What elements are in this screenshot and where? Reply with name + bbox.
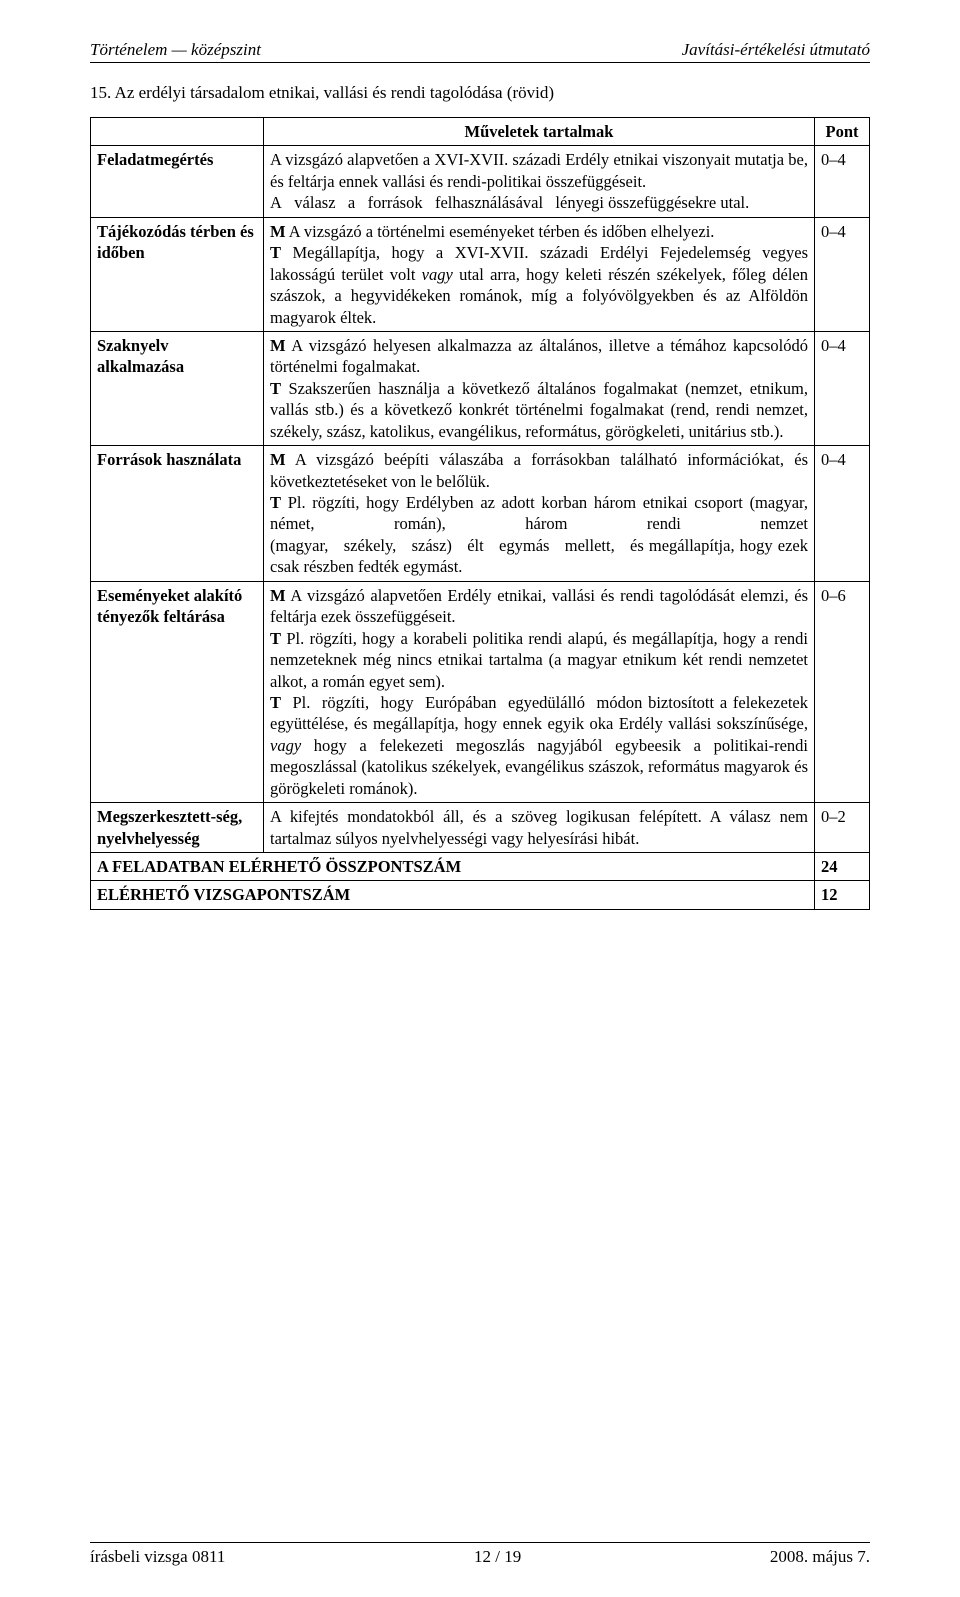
total-exam-value: 12 xyxy=(815,881,870,909)
page: Történelem — középszint Javítási-értékel… xyxy=(0,0,960,1597)
table-row: Eseményeket alakító tényezők feltárása M… xyxy=(91,581,870,802)
table-row: Szaknyelv alkalmazása M A vizsgázó helye… xyxy=(91,331,870,445)
total-task-value: 24 xyxy=(815,853,870,881)
page-header: Történelem — középszint Javítási-értékel… xyxy=(90,40,870,62)
total-exam-row: ELÉRHETŐ VIZSGAPONTSZÁM 12 xyxy=(91,881,870,909)
row-label: Források használata xyxy=(91,446,264,582)
header-rule xyxy=(90,62,870,63)
table-row: Tájékozódás térben és időben M A vizsgáz… xyxy=(91,217,870,331)
row-content: A kifejtés mondatokból áll, és a szöveg … xyxy=(264,803,815,853)
row-label: Szaknyelv alkalmazása xyxy=(91,331,264,445)
total-task-row: A FELADATBAN ELÉRHETŐ ÖSSZPONTSZÁM 24 xyxy=(91,853,870,881)
page-footer: írásbeli vizsga 0811 12 / 19 2008. május… xyxy=(90,1543,870,1567)
table-row: Megszerkesztett-ség, nyelvhelyesség A ki… xyxy=(91,803,870,853)
row-label: Megszerkesztett-ség, nyelvhelyesség xyxy=(91,803,264,853)
row-content: M A vizsgázó helyesen alkalmazza az álta… xyxy=(264,331,815,445)
row-points: 0–2 xyxy=(815,803,870,853)
footer-center: 12 / 19 xyxy=(474,1547,521,1567)
task-title: 15. Az erdélyi társadalom etnikai, vallá… xyxy=(90,83,870,103)
header-left: Történelem — középszint xyxy=(90,40,261,60)
header-right: Javítási-értékelési útmutató xyxy=(682,40,870,60)
row-label: Tájékozódás térben és időben xyxy=(91,217,264,331)
row-label: Eseményeket alakító tényezők feltárása xyxy=(91,581,264,802)
row-points: 0–4 xyxy=(815,331,870,445)
footer-left: írásbeli vizsga 0811 xyxy=(90,1547,225,1567)
table-row: Források használata M A vizsgázó beépíti… xyxy=(91,446,870,582)
row-content: M A vizsgázó a történelmi eseményeket té… xyxy=(264,217,815,331)
row-points: 0–6 xyxy=(815,581,870,802)
row-content: M A vizsgázó beépíti válaszába a forráso… xyxy=(264,446,815,582)
scoring-table: Műveletek tartalmak Pont Feladatmegértés… xyxy=(90,117,870,910)
total-exam-label: ELÉRHETŐ VIZSGAPONTSZÁM xyxy=(91,881,815,909)
row-content: A vizsgázó alapvetően a XVI-XVII. század… xyxy=(264,146,815,217)
head-right: Pont xyxy=(815,118,870,146)
footer-right: 2008. május 7. xyxy=(770,1547,870,1567)
row-points: 0–4 xyxy=(815,146,870,217)
row-content: M A vizsgázó alapvetően Erdély etnikai, … xyxy=(264,581,815,802)
row-points: 0–4 xyxy=(815,446,870,582)
total-task-label: A FELADATBAN ELÉRHETŐ ÖSSZPONTSZÁM xyxy=(91,853,815,881)
table-head-row: Műveletek tartalmak Pont xyxy=(91,118,870,146)
row-points: 0–4 xyxy=(815,217,870,331)
table-row: Feladatmegértés A vizsgázó alapvetően a … xyxy=(91,146,870,217)
row-label: Feladatmegértés xyxy=(91,146,264,217)
head-center: Műveletek tartalmak xyxy=(264,118,815,146)
